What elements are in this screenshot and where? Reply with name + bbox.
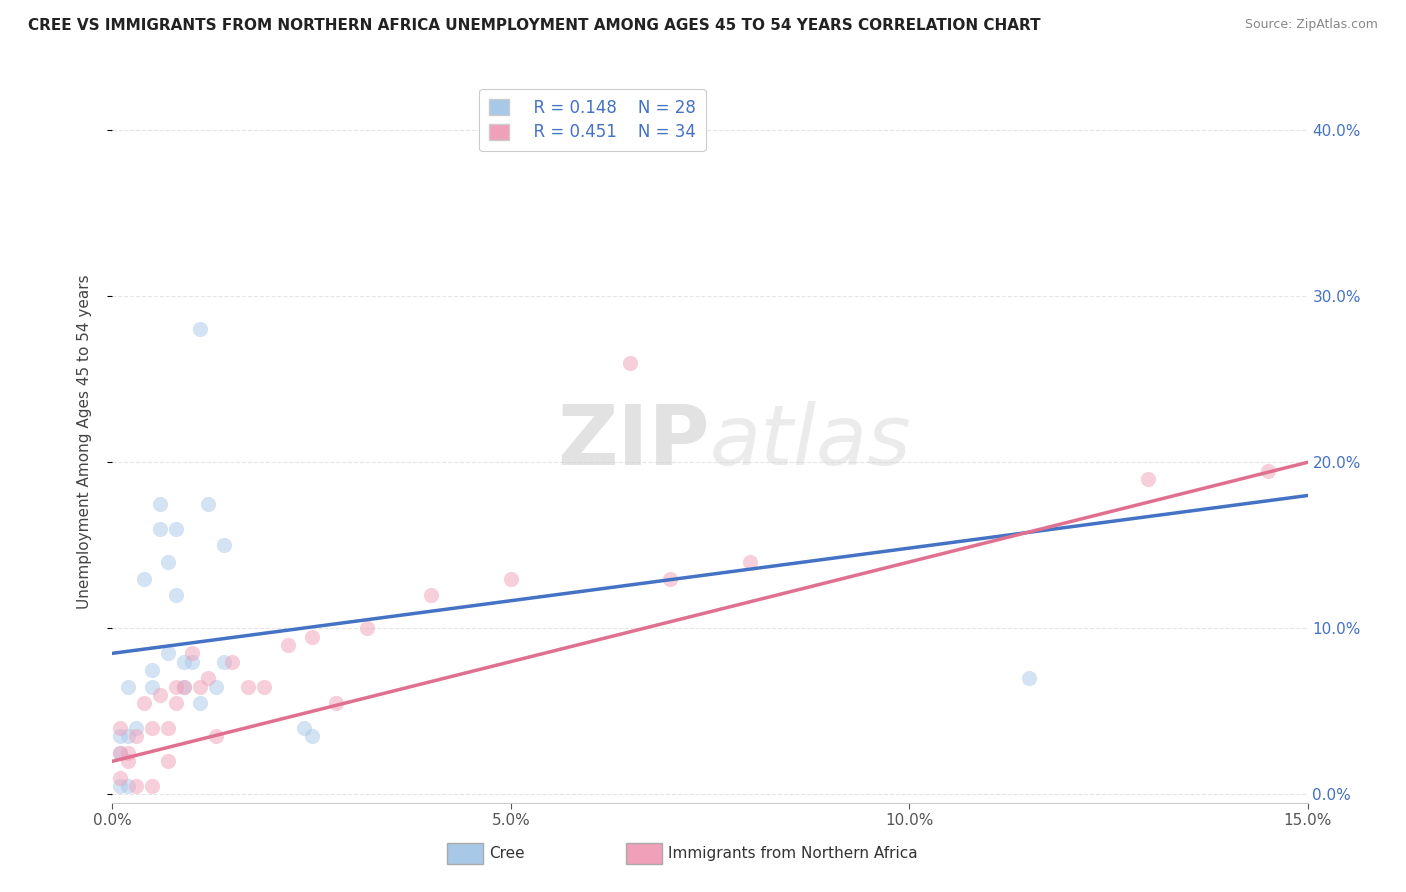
- Point: [212, 538, 235, 552]
- Point: [181, 655, 204, 669]
- Y-axis label: Unemployment Among Ages 45 to 54 years: Unemployment Among Ages 45 to 54 years: [77, 274, 91, 609]
- Point: [188, 696, 211, 710]
- Point: [1257, 464, 1279, 478]
- Point: [157, 555, 180, 569]
- Point: [110, 746, 132, 760]
- Point: [205, 680, 228, 694]
- Point: [157, 721, 180, 735]
- Point: [125, 721, 148, 735]
- Point: [125, 779, 148, 793]
- Point: [1018, 671, 1040, 685]
- Point: [205, 730, 228, 744]
- Point: [197, 497, 219, 511]
- Point: [110, 730, 132, 744]
- Point: [157, 646, 180, 660]
- Point: [165, 522, 187, 536]
- Point: [157, 754, 180, 768]
- Point: [110, 771, 132, 785]
- Point: [181, 646, 204, 660]
- Point: [301, 730, 323, 744]
- Point: [292, 721, 315, 735]
- Point: [1137, 472, 1160, 486]
- Point: [173, 680, 195, 694]
- Point: [110, 721, 132, 735]
- Text: CREE VS IMMIGRANTS FROM NORTHERN AFRICA UNEMPLOYMENT AMONG AGES 45 TO 54 YEARS C: CREE VS IMMIGRANTS FROM NORTHERN AFRICA …: [28, 18, 1040, 33]
- Point: [110, 746, 132, 760]
- Point: [165, 588, 187, 602]
- Point: [325, 696, 347, 710]
- Point: [110, 779, 132, 793]
- Point: [117, 779, 139, 793]
- Point: [301, 630, 323, 644]
- Point: [141, 680, 163, 694]
- Point: [619, 356, 641, 370]
- Point: [134, 572, 156, 586]
- Point: [173, 680, 195, 694]
- Point: [149, 522, 172, 536]
- Point: [420, 588, 443, 602]
- Point: [149, 497, 172, 511]
- Point: [659, 572, 682, 586]
- Point: [165, 680, 187, 694]
- Point: [134, 696, 156, 710]
- Point: [499, 572, 522, 586]
- Point: [117, 680, 139, 694]
- Point: [117, 754, 139, 768]
- Point: [141, 779, 163, 793]
- Point: [117, 746, 139, 760]
- Point: [188, 680, 211, 694]
- Point: [356, 621, 378, 635]
- Point: [117, 730, 139, 744]
- Point: [197, 671, 219, 685]
- FancyBboxPatch shape: [627, 843, 662, 864]
- FancyBboxPatch shape: [447, 843, 484, 864]
- Text: atlas: atlas: [710, 401, 911, 482]
- Point: [165, 696, 187, 710]
- Point: [236, 680, 259, 694]
- Point: [149, 688, 172, 702]
- Point: [253, 680, 276, 694]
- Point: [141, 663, 163, 677]
- Legend:   R = 0.148    N = 28,   R = 0.451    N = 34: R = 0.148 N = 28, R = 0.451 N = 34: [479, 88, 706, 152]
- Text: ZIP: ZIP: [558, 401, 710, 482]
- Text: Immigrants from Northern Africa: Immigrants from Northern Africa: [668, 846, 918, 861]
- Text: Cree: Cree: [489, 846, 524, 861]
- Point: [277, 638, 299, 652]
- Point: [738, 555, 761, 569]
- Point: [173, 655, 195, 669]
- Point: [141, 721, 163, 735]
- Point: [212, 655, 235, 669]
- Point: [188, 322, 211, 336]
- Text: Source: ZipAtlas.com: Source: ZipAtlas.com: [1244, 18, 1378, 31]
- Point: [221, 655, 243, 669]
- Point: [125, 730, 148, 744]
